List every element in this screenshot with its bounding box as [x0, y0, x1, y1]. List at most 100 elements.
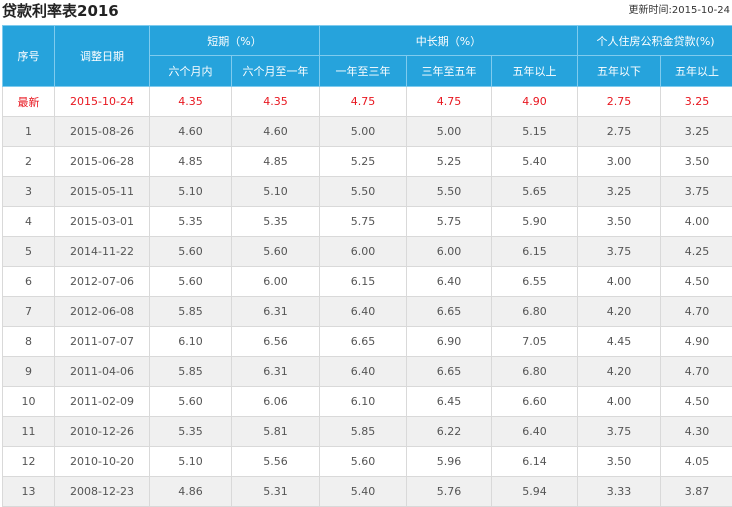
cell-rate: 4.85: [232, 147, 320, 177]
cell-rate: 4.90: [661, 327, 732, 357]
cell-index: 13: [3, 477, 55, 507]
cell-rate: 3.00: [578, 147, 661, 177]
cell-date: 2015-03-01: [55, 207, 150, 237]
cell-date: 2010-12-26: [55, 417, 150, 447]
cell-rate: 5.40: [492, 147, 578, 177]
cell-rate: 4.25: [661, 237, 732, 267]
cell-rate: 5.96: [407, 447, 492, 477]
header-over-5-years: 五年以上: [492, 56, 578, 87]
cell-rate: 4.86: [150, 477, 232, 507]
header-index: 序号: [3, 26, 55, 87]
cell-index: 8: [3, 327, 55, 357]
cell-rate: 5.10: [150, 447, 232, 477]
cell-rate: 4.75: [407, 87, 492, 117]
cell-rate: 4.00: [578, 267, 661, 297]
cell-rate: 6.90: [407, 327, 492, 357]
cell-rate: 2.75: [578, 87, 661, 117]
cell-rate: 5.10: [150, 177, 232, 207]
cell-rate: 4.50: [661, 267, 732, 297]
update-label: 更新时间:: [629, 5, 672, 16]
cell-index: 12: [3, 447, 55, 477]
cell-rate: 4.20: [578, 297, 661, 327]
cell-rate: 5.60: [320, 447, 407, 477]
cell-date: 2015-05-11: [55, 177, 150, 207]
cell-rate: 4.75: [320, 87, 407, 117]
header-housing-fund: 个人住房公积金贷款(%): [578, 26, 732, 56]
cell-rate: 4.90: [492, 87, 578, 117]
cell-rate: 3.25: [578, 177, 661, 207]
cell-rate: 6.06: [232, 387, 320, 417]
cell-index: 3: [3, 177, 55, 207]
header-fund-over-5-years: 五年以上: [661, 56, 732, 87]
cell-date: 2015-08-26: [55, 117, 150, 147]
cell-rate: 5.15: [492, 117, 578, 147]
cell-index: 最新: [3, 87, 55, 117]
cell-index: 7: [3, 297, 55, 327]
header-1-to-3-years: 一年至三年: [320, 56, 407, 87]
cell-rate: 4.60: [232, 117, 320, 147]
cell-rate: 4.45: [578, 327, 661, 357]
cell-rate: 6.40: [320, 357, 407, 387]
cell-rate: 5.35: [232, 207, 320, 237]
cell-rate: 6.65: [320, 327, 407, 357]
cell-rate: 5.85: [320, 417, 407, 447]
cell-rate: 5.00: [407, 117, 492, 147]
cell-rate: 4.60: [150, 117, 232, 147]
cell-rate: 5.25: [320, 147, 407, 177]
cell-rate: 4.00: [578, 387, 661, 417]
cell-rate: 5.76: [407, 477, 492, 507]
update-info: 更新时间:2015-10-24: [629, 0, 731, 22]
cell-rate: 5.65: [492, 177, 578, 207]
header-date: 调整日期: [55, 26, 150, 87]
header-fund-under-5-years: 五年以下: [578, 56, 661, 87]
cell-rate: 4.50: [661, 387, 732, 417]
cell-index: 11: [3, 417, 55, 447]
cell-rate: 3.50: [661, 147, 732, 177]
cell-rate: 5.60: [232, 237, 320, 267]
cell-rate: 5.50: [320, 177, 407, 207]
cell-rate: 6.45: [407, 387, 492, 417]
cell-rate: 5.35: [150, 207, 232, 237]
cell-rate: 5.25: [407, 147, 492, 177]
header-mid-long-term: 中长期（%）: [320, 26, 578, 56]
cell-rate: 5.40: [320, 477, 407, 507]
cell-rate: 5.85: [150, 297, 232, 327]
cell-rate: 5.75: [320, 207, 407, 237]
cell-rate: 5.60: [150, 237, 232, 267]
cell-date: 2014-11-22: [55, 237, 150, 267]
cell-rate: 5.10: [232, 177, 320, 207]
cell-rate: 4.35: [150, 87, 232, 117]
cell-rate: 5.75: [407, 207, 492, 237]
cell-rate: 6.80: [492, 297, 578, 327]
cell-rate: 4.00: [661, 207, 732, 237]
cell-index: 5: [3, 237, 55, 267]
cell-rate: 6.80: [492, 357, 578, 387]
cell-rate: 5.81: [232, 417, 320, 447]
cell-rate: 6.10: [320, 387, 407, 417]
cell-rate: 6.40: [492, 417, 578, 447]
cell-rate: 4.05: [661, 447, 732, 477]
cell-rate: 4.70: [661, 357, 732, 387]
cell-rate: 5.35: [150, 417, 232, 447]
cell-rate: 3.75: [578, 417, 661, 447]
cell-rate: 3.50: [578, 207, 661, 237]
cell-rate: 6.00: [232, 267, 320, 297]
cell-index: 4: [3, 207, 55, 237]
loan-rate-table: 序号 调整日期 短期（%） 中长期（%） 个人住房公积金贷款(%) 六个月内 六…: [2, 25, 732, 507]
cell-rate: 5.00: [320, 117, 407, 147]
header-6-months-to-1-year: 六个月至一年: [232, 56, 320, 87]
cell-date: 2011-07-07: [55, 327, 150, 357]
cell-rate: 3.33: [578, 477, 661, 507]
cell-rate: 4.70: [661, 297, 732, 327]
cell-date: 2012-07-06: [55, 267, 150, 297]
cell-rate: 6.31: [232, 297, 320, 327]
cell-rate: 6.56: [232, 327, 320, 357]
cell-rate: 5.56: [232, 447, 320, 477]
